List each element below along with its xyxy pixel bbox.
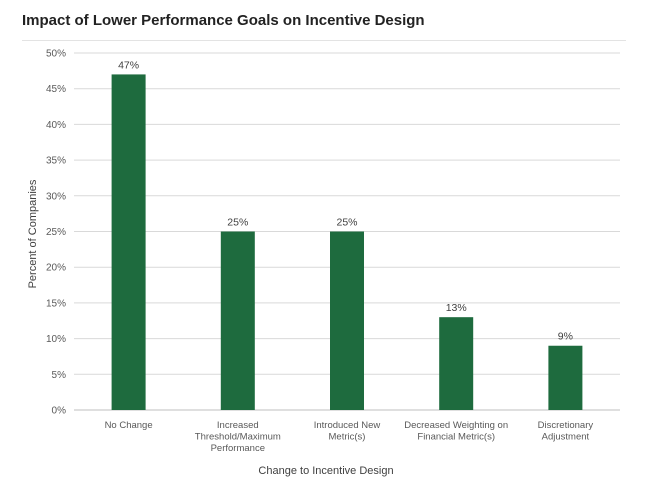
y-tick-label: 10% xyxy=(46,334,66,345)
y-tick-label: 15% xyxy=(46,298,66,309)
data-labels: 47% 25% 25% 13% 9% xyxy=(118,59,573,342)
data-label: 13% xyxy=(446,302,467,314)
bar xyxy=(330,231,364,410)
y-tick-label: 45% xyxy=(46,84,66,95)
x-axis-title: Change to Incentive Design xyxy=(258,465,393,477)
data-label: 25% xyxy=(227,217,248,229)
bar xyxy=(439,317,474,410)
bar xyxy=(220,231,255,410)
y-tick-label: 5% xyxy=(52,370,67,381)
y-tick-label: 35% xyxy=(46,156,66,167)
y-tick-label: 40% xyxy=(46,120,66,131)
y-axis-title: Percent of Companies xyxy=(27,179,39,288)
data-label: 25% xyxy=(336,217,357,229)
y-tick-label: 50% xyxy=(46,49,66,60)
y-tick-label: 30% xyxy=(46,191,66,202)
chart-title: Impact of Lower Performance Goals on Inc… xyxy=(22,12,425,29)
x-category-label: Discretionary Adjustment xyxy=(538,420,594,443)
data-label: 9% xyxy=(558,331,573,343)
chart-frame-divider xyxy=(22,40,626,41)
y-tick-label: 25% xyxy=(46,227,66,238)
x-category-label: Increased Threshold/Maximum Performance xyxy=(195,420,281,454)
bar xyxy=(548,345,583,410)
y-tick-label: 0% xyxy=(52,406,67,417)
bars xyxy=(111,74,583,411)
x-category-label: Introduced New Metric(s) xyxy=(314,420,381,443)
y-tick-label: 20% xyxy=(46,263,66,274)
data-label: 47% xyxy=(118,59,139,71)
x-axis-categories: No Change Increased Threshold/Maximum Perfo… xyxy=(105,420,594,454)
y-axis-ticks: 0% 5% 10% 15% 20% 25% 30% 35% 40% 45% 50% xyxy=(46,49,66,417)
bar xyxy=(111,74,146,411)
x-category-label: No Change xyxy=(105,420,153,431)
x-category-label: Decreased Weighting on Financial Metric(s… xyxy=(404,420,508,443)
